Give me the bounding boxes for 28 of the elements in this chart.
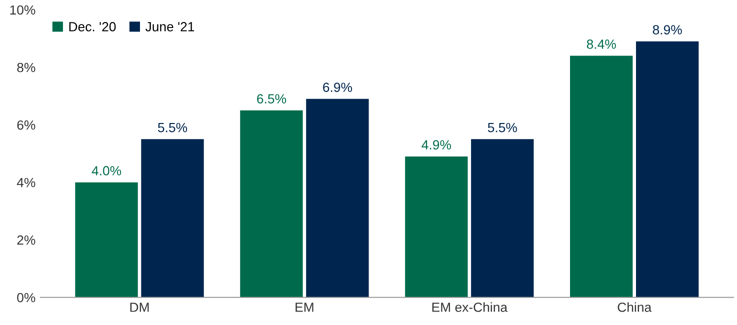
bar [141,139,204,298]
data-label: 6.5% [257,94,286,104]
y-tick-label: 4% [16,178,36,188]
data-label: 5.5% [488,122,517,132]
x-tick-label: China [618,302,652,312]
legend-label: June '21 [145,22,194,32]
bar [240,110,303,298]
legend-label: Dec. '20 [69,22,116,32]
data-label: 6.9% [323,82,352,92]
data-label: 8.9% [652,25,682,34]
y-tick-label: 8% [17,62,36,72]
x-tick-label: DM [130,302,149,312]
bar [306,98,369,298]
bar [471,139,534,298]
x-tick-label: EM ex-China [432,302,508,312]
data-label: 8.4% [586,40,616,49]
x-tick-label: EM [296,302,314,312]
bar [570,56,633,298]
bar [405,156,468,298]
bar [75,182,138,298]
data-label: 5.5% [158,122,188,132]
y-tick-label: 10% [10,5,36,15]
data-label: 4.0% [92,166,122,176]
y-tick-label: 0% [17,292,36,302]
bar [636,41,699,298]
data-label: 4.9% [422,140,451,150]
y-tick-label: 2% [17,235,36,245]
y-tick-label: 6% [17,120,36,130]
